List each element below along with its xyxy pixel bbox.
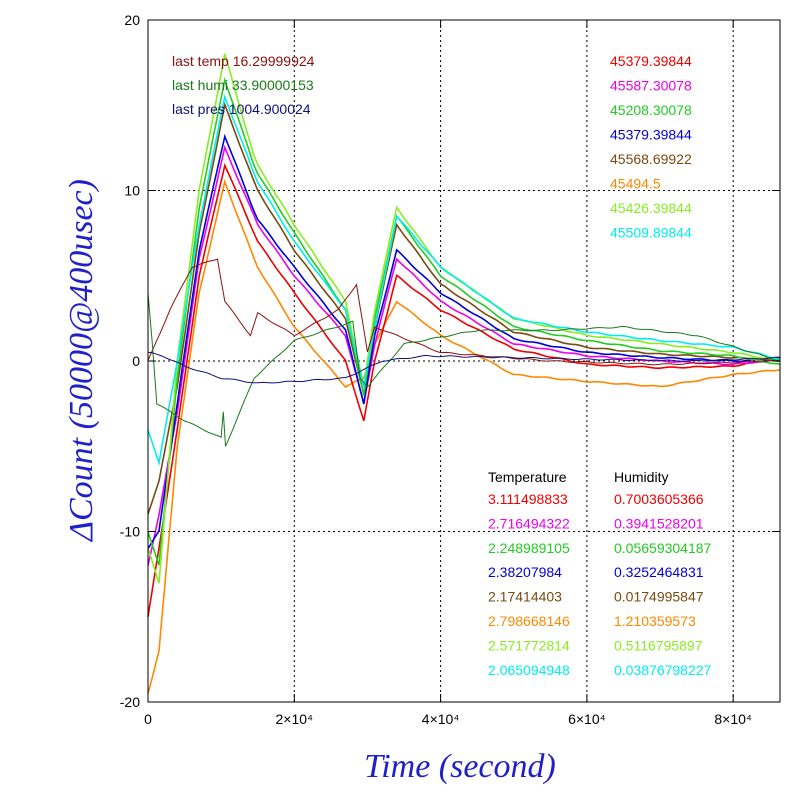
coef-temperature: 3.111498833 xyxy=(488,491,568,507)
x-tick-label: 2×10⁴ xyxy=(276,711,314,727)
y-tick-label: -20 xyxy=(120,694,140,710)
annotations: last temp 16.29999924 last humi 33.900001… xyxy=(172,53,712,678)
series-line xyxy=(147,351,781,384)
series-line xyxy=(147,162,781,617)
axis-ticks: 0 2×10⁴ 4×10⁴ 6×10⁴ 8×10⁴ -20 -10 0 10 20 xyxy=(120,12,780,727)
coef-temperature: 2.716494322 xyxy=(488,515,570,531)
series-label: 45426.39844 xyxy=(610,200,692,216)
y-tick-label: 10 xyxy=(124,183,140,199)
series-line xyxy=(147,76,781,566)
series-line xyxy=(147,93,781,467)
last-value-label: last temp 16.29999924 xyxy=(172,53,315,69)
series-label: 45587.30078 xyxy=(610,78,692,94)
series-label: 45379.39844 xyxy=(610,53,692,69)
series-line xyxy=(147,258,781,366)
series-lines xyxy=(147,53,781,694)
coef-temperature: 2.17414403 xyxy=(488,589,562,605)
coef-humidity: 1.210359573 xyxy=(614,613,696,629)
series-label: 45509.89844 xyxy=(610,225,692,241)
coef-temperature: 2.38207984 xyxy=(488,564,562,580)
coef-humidity: 0.0174995847 xyxy=(614,589,704,605)
y-tick-label: -10 xyxy=(120,524,140,540)
y-axis-title: ΔCount (50000@400usec) xyxy=(63,179,100,543)
coef-temperature: 2.571772814 xyxy=(488,637,570,653)
y-tick-label: 0 xyxy=(132,353,140,369)
coef-temperature: 2.248989105 xyxy=(488,540,570,556)
coef-humidity: 0.3252464831 xyxy=(614,564,704,580)
series-line xyxy=(147,133,781,550)
series-label: 45379.39844 xyxy=(610,127,692,143)
series-line xyxy=(147,178,781,694)
coef-humidity: 0.5116795897 xyxy=(614,637,703,653)
coef-header-humidity: Humidity xyxy=(614,469,668,485)
coef-humidity: 0.3941528201 xyxy=(614,515,704,531)
series-line xyxy=(147,144,781,566)
x-tick-label: 4×10⁴ xyxy=(422,711,460,727)
series-line xyxy=(147,101,781,515)
last-value-label: last humi 33.90000153 xyxy=(172,77,314,93)
y-tick-label: 20 xyxy=(124,12,140,28)
coef-humidity: 0.03876798227 xyxy=(614,662,712,678)
series-label: 45208.30078 xyxy=(610,102,692,118)
coef-header-temperature: Temperature xyxy=(488,469,567,485)
x-tick-label: 6×10⁴ xyxy=(568,711,606,727)
x-tick-label: 8×10⁴ xyxy=(714,711,752,727)
series-label: 45568.69922 xyxy=(610,151,692,167)
coef-temperature: 2.798668146 xyxy=(488,613,570,629)
x-tick-label: 0 xyxy=(144,711,152,727)
coef-humidity: 0.7003605366 xyxy=(614,491,704,507)
series-label: 45494.5 xyxy=(610,176,661,192)
x-axis-title: Time (second) xyxy=(364,748,556,785)
coef-temperature: 2.065094948 xyxy=(488,662,570,678)
last-value-label: last pres 1004.900024 xyxy=(172,101,311,117)
coef-humidity: 0.05659304187 xyxy=(614,540,712,556)
